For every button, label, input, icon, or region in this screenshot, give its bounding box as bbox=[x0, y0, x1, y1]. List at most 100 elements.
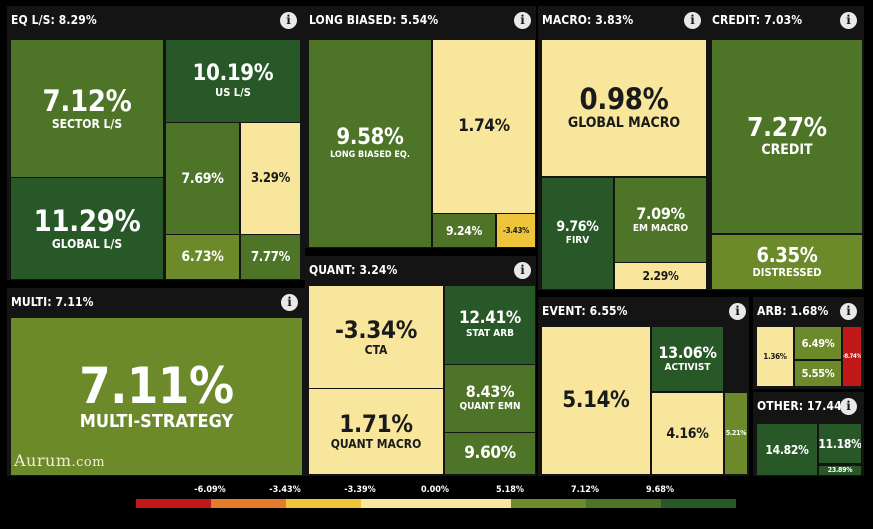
legend-label: -3.39% bbox=[344, 485, 376, 495]
cell-label: QUANT MACRO bbox=[330, 437, 422, 452]
legend-color-segment bbox=[511, 499, 586, 508]
info-icon[interactable]: i bbox=[280, 12, 297, 29]
group-title-other: OTHER: 17.44% bbox=[757, 399, 853, 413]
treemap-cell-sector-l-s[interactable]: 7.12% SECTOR L/S bbox=[11, 40, 163, 177]
cell-value: 7.69% bbox=[181, 170, 224, 187]
treemap-cell[interactable]: 7.69% bbox=[166, 123, 239, 234]
info-icon[interactable]: i bbox=[840, 398, 857, 415]
cell-label: ACTIVIST bbox=[664, 361, 711, 373]
cell-value: 11.18% bbox=[819, 436, 861, 451]
cell-value: 6.73% bbox=[181, 249, 224, 265]
treemap-cell-em-macro[interactable]: 7.09% EM MACRO bbox=[615, 178, 706, 262]
treemap-cell[interactable]: 9.60% bbox=[445, 433, 535, 474]
cell-value: 1.36% bbox=[763, 351, 787, 361]
treemap-cell-global-macro[interactable]: 0.98% GLOBAL MACRO bbox=[542, 40, 706, 176]
cell-label: CREDIT bbox=[761, 142, 813, 159]
cell-value: 13.06% bbox=[658, 342, 717, 362]
cell-value: 7.11% bbox=[79, 357, 234, 416]
treemap-cell[interactable]: 2.29% bbox=[615, 263, 706, 289]
cell-value: 7.12% bbox=[42, 83, 132, 118]
treemap-cell-global-l-s[interactable]: 11.29% GLOBAL L/S bbox=[11, 178, 163, 279]
legend-label: -3.43% bbox=[269, 485, 301, 495]
cell-value: 9.24% bbox=[446, 223, 482, 238]
treemap-cell[interactable]: 1.74% bbox=[433, 40, 535, 213]
legend-label: -6.09% bbox=[194, 485, 226, 495]
treemap-cell-quant-macro[interactable]: 1.71% QUANT MACRO bbox=[309, 389, 443, 474]
aurum-logo: Aurum.com bbox=[14, 451, 106, 470]
treemap-cell[interactable]: 14.82% bbox=[757, 424, 817, 475]
cell-label: MULTI-STRATEGY bbox=[79, 411, 234, 433]
info-icon[interactable]: i bbox=[840, 12, 857, 29]
group-title-macro: MACRO: 3.83% bbox=[542, 13, 634, 27]
cell-value: 1.71% bbox=[339, 410, 413, 439]
cell-value: 9.76% bbox=[556, 219, 599, 236]
treemap-cell-activist[interactable]: 13.06% ACTIVIST bbox=[652, 327, 723, 391]
treemap-cell[interactable]: 7.77% bbox=[241, 235, 300, 279]
treemap-cell[interactable]: 5.21% bbox=[725, 393, 747, 474]
cell-value: 7.27% bbox=[747, 113, 827, 144]
cell-label: EM MACRO bbox=[632, 222, 689, 234]
cell-value: 3.29% bbox=[250, 171, 291, 186]
group-title-long-biased: LONG BIASED: 5.54% bbox=[309, 13, 439, 27]
cell-value: 23.89% bbox=[827, 466, 853, 474]
group-title-credit: CREDIT: 7.03% bbox=[712, 13, 803, 27]
treemap-cell[interactable]: 9.24% bbox=[433, 214, 495, 247]
cell-value: 6.35% bbox=[756, 243, 818, 268]
legend-label: 9.68% bbox=[645, 485, 675, 495]
cell-value: 7.09% bbox=[636, 203, 685, 223]
info-icon[interactable]: i bbox=[840, 303, 857, 320]
treemap-cell[interactable]: 6.73% bbox=[166, 235, 239, 279]
treemap-cell-firv[interactable]: 9.76% FIRV bbox=[542, 178, 613, 289]
treemap-cell[interactable]: 3.29% bbox=[241, 123, 300, 234]
cell-value: 4.16% bbox=[666, 425, 709, 442]
legend-color-segment bbox=[286, 499, 361, 508]
treemap-cell-us-l-s[interactable]: 10.19% US L/S bbox=[166, 40, 300, 122]
cell-value: 5.14% bbox=[562, 387, 630, 413]
cell-value: 1.74% bbox=[458, 116, 510, 136]
cell-value: 8.43% bbox=[465, 382, 515, 402]
legend-label: 0.00% bbox=[420, 485, 450, 495]
cell-label: GLOBAL MACRO bbox=[567, 115, 681, 132]
treemap-cell[interactable]: 11.18% bbox=[819, 424, 861, 463]
treemap-cell[interactable]: 4.16% bbox=[652, 393, 723, 474]
cell-value: 0.98% bbox=[579, 82, 669, 117]
cell-value: 9.58% bbox=[336, 124, 404, 150]
treemap-cell-stat-arb[interactable]: 12.41% STAT ARB bbox=[445, 286, 535, 364]
treemap-cell-multi-strategy[interactable]: 7.11% MULTI-STRATEGY bbox=[11, 318, 302, 475]
legend-color-segment bbox=[361, 499, 436, 508]
cell-value: 9.60% bbox=[464, 443, 516, 463]
cell-value: -8.74% bbox=[843, 352, 861, 360]
cell-label: LONG BIASED EQ. bbox=[330, 149, 410, 160]
treemap-cell[interactable]: 5.14% bbox=[542, 327, 650, 474]
treemap-cell[interactable]: -8.74% bbox=[843, 327, 861, 386]
cell-value: 11.29% bbox=[33, 203, 141, 238]
group-title-quant: QUANT: 3.24% bbox=[309, 263, 398, 277]
cell-value: 10.19% bbox=[192, 61, 274, 87]
legend-color-segment bbox=[661, 499, 736, 508]
group-title-arb: ARB: 1.68% bbox=[757, 304, 829, 318]
treemap-cell-quant-emn[interactable]: 8.43% QUANT EMN bbox=[445, 365, 535, 432]
info-icon[interactable]: i bbox=[514, 262, 531, 279]
group-title-eq-l-s: EQ L/S: 8.29% bbox=[11, 13, 97, 27]
cell-label: SECTOR L/S bbox=[51, 116, 123, 131]
treemap-cell-long-biased-eq[interactable]: 9.58% LONG BIASED EQ. bbox=[309, 40, 431, 247]
cell-label: CTA bbox=[364, 342, 388, 357]
cell-label: DISTRESSED bbox=[752, 266, 822, 280]
cell-label: GLOBAL L/S bbox=[51, 236, 123, 251]
treemap-cell-credit[interactable]: 7.27% CREDIT bbox=[712, 40, 862, 233]
info-icon[interactable]: i bbox=[514, 12, 531, 29]
treemap-cell[interactable]: -3.43% bbox=[497, 214, 535, 247]
info-icon[interactable]: i bbox=[281, 294, 298, 311]
treemap-cell-distressed[interactable]: 6.35% DISTRESSED bbox=[712, 235, 862, 289]
cell-value: 5.55% bbox=[801, 367, 835, 380]
treemap-cell[interactable]: 5.55% bbox=[795, 361, 841, 386]
info-icon[interactable]: i bbox=[729, 303, 746, 320]
treemap-cell[interactable]: 1.36% bbox=[757, 327, 793, 386]
treemap-cell[interactable]: 6.49% bbox=[795, 327, 841, 359]
treemap-cell-cta[interactable]: -3.34% CTA bbox=[309, 286, 443, 388]
info-icon[interactable]: i bbox=[684, 12, 701, 29]
cell-value: 2.29% bbox=[642, 269, 679, 283]
cell-label: STAT ARB bbox=[465, 328, 515, 340]
treemap-cell[interactable]: 23.89% bbox=[819, 466, 861, 475]
